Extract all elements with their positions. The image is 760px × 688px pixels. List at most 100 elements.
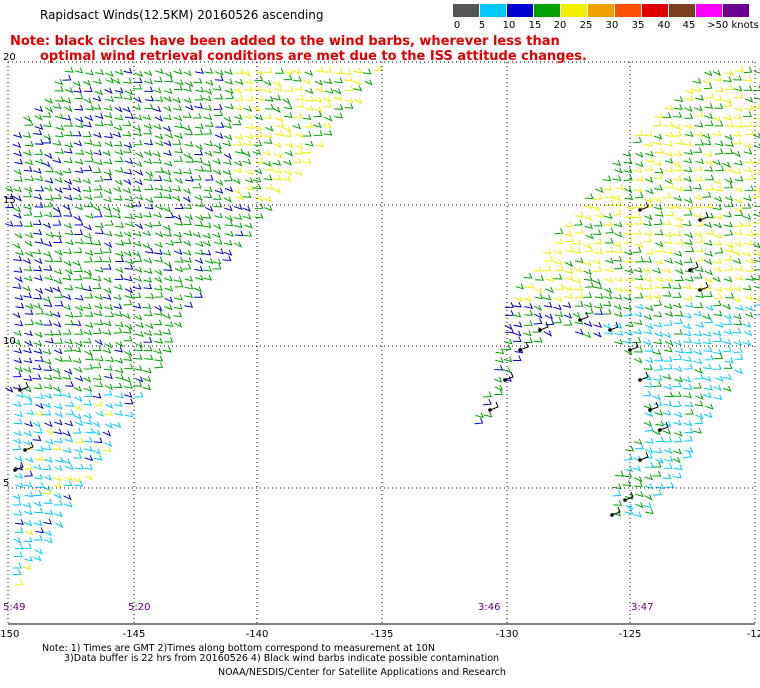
wind-barb	[52, 139, 62, 146]
wind-barb	[164, 71, 173, 78]
wind-barb	[153, 123, 162, 130]
wind-barb	[103, 174, 113, 181]
wind-barb	[113, 327, 123, 334]
wind-barb	[72, 260, 81, 267]
wind-barb	[613, 304, 622, 311]
wind-barb	[685, 246, 695, 253]
wind-barb	[122, 130, 132, 137]
qc-circle	[23, 448, 27, 452]
wind-barb	[304, 69, 314, 77]
wind-barb	[123, 94, 133, 101]
wind-barb	[65, 401, 75, 407]
wind-barb	[42, 296, 51, 303]
wind-barb	[242, 205, 251, 212]
wind-barb	[714, 86, 724, 93]
wind-barb	[752, 103, 760, 110]
wind-barb	[62, 294, 72, 301]
wind-barb	[614, 263, 623, 270]
wind-barb	[83, 97, 92, 104]
colorbar-label: 40	[657, 20, 671, 31]
wind-barb	[252, 176, 262, 183]
qc-circle	[488, 408, 492, 412]
wind-barb	[724, 229, 734, 236]
wind-barb	[244, 79, 253, 86]
wind-barb	[93, 149, 102, 156]
wind-barb	[24, 159, 34, 166]
wind-barb	[723, 319, 732, 326]
wind-barb	[643, 314, 653, 321]
wind-barb	[173, 231, 183, 238]
wind-barb	[743, 143, 752, 150]
colorbar-segment	[480, 4, 507, 17]
wind-barb	[154, 305, 163, 312]
wind-barb	[134, 266, 143, 273]
wind-barb	[115, 250, 124, 257]
wind-barb	[264, 164, 274, 171]
wind-barb	[594, 293, 604, 299]
wind-barb	[613, 293, 623, 300]
wind-barb	[263, 112, 273, 119]
wind-barb	[224, 103, 234, 110]
wind-barb	[213, 104, 223, 110]
wind-barb	[64, 194, 73, 201]
wind-barb	[694, 121, 704, 128]
wind-barb	[35, 402, 44, 410]
wind-barb	[92, 345, 102, 351]
wind-barb	[153, 285, 163, 291]
wind-barb	[672, 283, 682, 289]
wind-barb	[154, 133, 164, 140]
wind-barb	[243, 140, 252, 146]
wind-barb	[663, 383, 673, 390]
wind-barb	[643, 220, 652, 227]
wind-barb	[683, 337, 692, 343]
wind-barb	[533, 304, 543, 312]
wind-barb	[62, 392, 72, 399]
wind-barb	[684, 447, 694, 453]
wind-barb	[653, 299, 663, 307]
wind-barb	[674, 239, 684, 245]
wind-barb	[133, 275, 142, 282]
wind-barb	[502, 344, 512, 351]
wind-barb	[174, 177, 184, 185]
wind-barb	[103, 196, 112, 203]
wind-barb	[733, 313, 742, 320]
wind-barb	[73, 413, 82, 420]
wind-barb	[24, 555, 33, 562]
wind-barb	[34, 287, 44, 295]
wind-barb	[263, 67, 273, 73]
wind-barb	[692, 86, 702, 92]
wind-barb	[174, 219, 184, 226]
wind-barb	[14, 276, 23, 283]
wind-barb	[654, 331, 664, 338]
wind-barb	[73, 140, 83, 147]
wind-barb	[103, 277, 112, 284]
wind-barb	[45, 438, 54, 445]
wind-barb	[162, 313, 171, 320]
wind-barb	[614, 231, 623, 238]
wind-barb	[563, 312, 573, 319]
wind-barb	[154, 291, 164, 298]
wind-barb	[173, 276, 183, 283]
wind-barb	[234, 94, 244, 101]
wind-barb	[652, 429, 661, 436]
wind-barb	[104, 441, 113, 448]
wind-barb	[313, 106, 323, 113]
wind-barb	[684, 232, 694, 239]
wind-barb	[144, 86, 154, 93]
wind-barb	[695, 94, 704, 101]
qc-circle	[648, 408, 652, 412]
wind-barb	[54, 169, 64, 177]
wind-barb	[672, 391, 682, 397]
wind-barb	[663, 238, 673, 244]
wind-barb	[584, 246, 594, 252]
wind-barb	[645, 346, 654, 352]
wind-barb	[253, 168, 263, 175]
wind-barb	[304, 140, 314, 147]
wind-barb	[42, 464, 52, 471]
wind-barb	[553, 304, 562, 311]
wind-barb	[174, 79, 184, 86]
wind-barb	[742, 340, 751, 347]
wind-barb	[753, 114, 760, 120]
wind-barb	[34, 507, 44, 514]
wind-barb	[133, 230, 142, 237]
